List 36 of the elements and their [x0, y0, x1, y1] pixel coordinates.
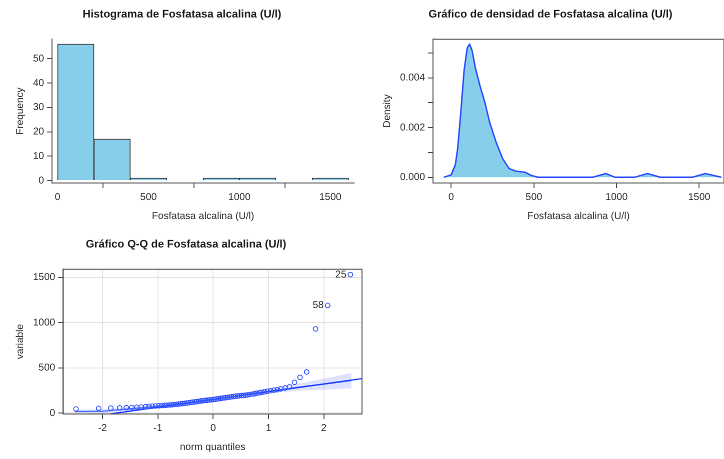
y-tick-label: 0.000 [400, 172, 426, 184]
x-tick-label: 0 [210, 422, 216, 434]
y-tick-label: 0.002 [400, 122, 426, 134]
annotation: 25 [335, 269, 347, 280]
x-tick-label: 1500 [319, 192, 342, 203]
x-tick-label: 500 [140, 192, 158, 203]
y-tick-label: 1000 [32, 317, 56, 328]
x-tick-label: 2 [321, 422, 328, 434]
chart-title: Gráfico Q-Q de Fosfatasa alcalina (U/l) [86, 238, 287, 251]
x-tick-label: 1000 [605, 192, 628, 203]
y-tick-label: 1500 [32, 272, 56, 284]
y-tick-label: 50 [33, 53, 45, 64]
y-tick-label: 30 [33, 102, 45, 114]
y-tick-label: 500 [38, 362, 56, 374]
x-axis-title: Fosfatasa alcalina (U/l) [152, 210, 254, 222]
y-axis-title: Density [382, 94, 393, 128]
x-tick-label: -1 [153, 422, 163, 434]
y-tick-label: 0 [38, 175, 45, 186]
x-tick-label: 1000 [228, 192, 251, 203]
x-tick-label: 500 [526, 192, 543, 203]
chart-title: Gráfico de densidad de Fosfatasa alcalina (U/l) [428, 8, 673, 21]
y-tick-label: 0 [50, 408, 56, 419]
y-tick-label: 20 [33, 126, 45, 138]
x-tick-label: 1500 [688, 192, 711, 203]
y-tick-label: 10 [33, 150, 45, 162]
y-axis-title: Frequency [14, 87, 26, 135]
x-axis-title: norm quantiles [180, 442, 246, 453]
y-tick-label: 0.004 [400, 72, 426, 84]
x-axis-title: Fosfatasa alcalina (U/l) [527, 210, 630, 222]
y-axis-title: variable [14, 324, 26, 360]
annotation: 58 [312, 300, 324, 312]
chart-title: Histograma de Fosfatasa alcalina (U/l) [82, 8, 282, 21]
y-tick-label: 40 [33, 78, 45, 89]
x-tick-label: -2 [98, 422, 108, 434]
x-tick-label: 0 [448, 192, 454, 203]
x-tick-label: 1 [266, 422, 272, 434]
